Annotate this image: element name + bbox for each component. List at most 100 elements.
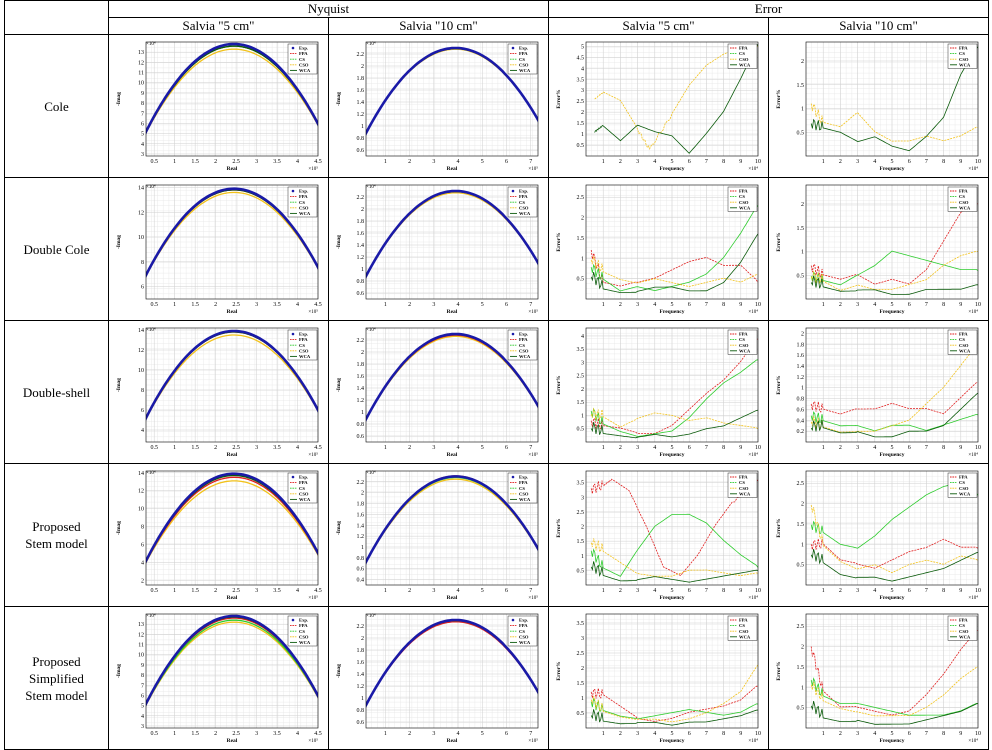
x-tick-label: 10 [755, 588, 761, 594]
x-tick-label: 3 [255, 302, 258, 308]
y-tick-label: 2.2 [356, 479, 364, 485]
y-axis-label: Error% [556, 232, 562, 251]
row-cole: Cole 0.5 1 1.5 2 2.5 3 3.5 4 4.5 3 4 5 6 7 8 9 10 11 12 13 R… [4, 34, 990, 178]
legend-label: WCA [299, 211, 311, 216]
series-cso [810, 343, 978, 433]
x-tick-label: 0.5 [150, 159, 158, 165]
y-tick-label: 2.5 [576, 99, 584, 105]
nyquist-plot: 0.5 1 1.5 2 2.5 3 3.5 4 4.5 3 4 5 6 7 8 9 10 11 12 13 Real -I… [116, 613, 322, 744]
y-tick-label: 14 [138, 185, 144, 191]
series-wca [590, 708, 758, 726]
plot-cell: 0.5 1 1.5 2 2.5 3 3.5 4 4.5 6 8 10 12 14 Real -Imag ×10⁵… [108, 177, 329, 321]
x-tick-label: 4.5 [314, 445, 322, 451]
plot-cell: 1 2 3 4 5 6 7 0.6 0.8 1 1.2 1.4 1.6 1.8 2 2.2 Real -Imag ×… [327, 320, 550, 464]
x-tick-label: 5 [890, 588, 893, 594]
series-cs [810, 676, 978, 716]
legend-label: WCA [519, 68, 531, 73]
y-tick-label: 0.8 [356, 555, 364, 561]
x-tick-label: 4 [296, 731, 299, 737]
x-tick-label: 6 [907, 445, 910, 451]
legend-label: CSO [519, 62, 529, 67]
legend-label: WCA [299, 354, 311, 359]
legend-label: WCA [959, 205, 971, 210]
y-tick-label: 0.5 [796, 705, 804, 711]
y-tick-label: 2 [801, 331, 804, 337]
x-tick-label: 9 [959, 445, 962, 451]
y-tick-label: 1.8 [796, 342, 804, 348]
x-tick-label: 4 [653, 445, 656, 451]
y-tick-label: 2 [801, 59, 804, 65]
y-axis-label: Error% [556, 89, 562, 108]
y-tick-label: 1.4 [796, 364, 804, 370]
y-tick-label: 1 [801, 385, 804, 391]
y-tick-label: 1.6 [796, 353, 804, 359]
y-tick-label: 4.5 [576, 55, 584, 61]
plot-area [590, 664, 758, 726]
x-tick-label: 4.5 [314, 588, 322, 594]
y-axis-label: -Imag [116, 663, 122, 677]
legend-label: FPA [299, 337, 308, 342]
x-tick-label: 8 [722, 159, 725, 165]
legend-label: CS [959, 480, 965, 485]
y-axis-label: Error% [556, 518, 562, 537]
legend-marker [511, 189, 514, 192]
y-axis-label: -Imag [336, 377, 342, 391]
y-tick-label: 2.5 [796, 624, 804, 630]
x-multiplier: ×10⁴ [748, 738, 758, 744]
x-tick-label: 7 [924, 731, 927, 737]
y-tick-label: 1.8 [356, 76, 364, 82]
row-label: Double Cole [4, 177, 109, 321]
x-tick-label: 1 [821, 445, 824, 451]
plot-cell: 1 2 3 4 5 6 7 8 9 10 0.5 1 1.5 2 Frequency Error% ×10⁴ FP… [768, 34, 990, 178]
y-tick-label: 0.8 [356, 708, 364, 714]
nyquist-plot: 0.5 1 1.5 2 2.5 3 3.5 4 4.5 4 6 8 10 12 14 Real -Imag ×10… [116, 327, 322, 458]
x-tick-label: 9 [959, 302, 962, 308]
plot-area [145, 471, 318, 564]
y-tick-label: 2.5 [576, 651, 584, 657]
x-tick-label: 3 [432, 445, 435, 451]
y-tick-label: 1.5 [576, 121, 584, 127]
x-tick-label: 2 [214, 731, 217, 737]
y-multiplier: ×10⁴ [146, 470, 156, 476]
series-cso [145, 479, 318, 564]
x-tick-label: 6 [687, 159, 690, 165]
y-tick-label: 1 [581, 553, 584, 559]
plot-area [145, 614, 318, 707]
y-tick-label: 2 [801, 501, 804, 507]
plot-frame [365, 184, 538, 299]
series-cs [590, 358, 758, 437]
legend-label: FPA [519, 337, 528, 342]
y-tick-label: 2.5 [576, 195, 584, 201]
legend-label: CS [519, 628, 525, 633]
y-axis-label: Error% [776, 518, 782, 537]
legend-marker [511, 475, 514, 478]
legend-label: CS [299, 342, 305, 347]
legend-label: FPA [959, 617, 968, 622]
plot-cell: 1 2 3 4 5 6 7 8 9 10 0.2 0.4 0.6 0.8 1 1.2 1.4 1.6 1.8 2 Fre… [768, 320, 990, 464]
plot-cell: 1 2 3 4 5 6 7 0.6 0.8 1 1.2 1.4 1.6 1.8 2 2.2 Real -Imag ×… [327, 177, 550, 321]
x-tick-label: 1 [383, 588, 386, 594]
x-axis-label: Real [446, 452, 457, 458]
x-tick-label: 6 [505, 159, 508, 165]
y-tick-label: 3.5 [576, 77, 584, 83]
y-axis-label: -Imag [116, 377, 122, 391]
legend-label: CSO [739, 342, 749, 347]
legend-label: WCA [959, 491, 971, 496]
row-label: Cole [4, 34, 109, 178]
plot-area [145, 42, 318, 135]
error-plot: 1 2 3 4 5 6 7 8 9 10 0.5 1 1.5 2 2.5 Frequency Error% ×10… [776, 470, 981, 601]
x-tick-label: 7 [529, 588, 532, 594]
error-plot: 1 2 3 4 5 6 7 8 9 10 0.5 1 1.5 2 2.5 Frequency Error% ×10… [556, 184, 761, 315]
y-axis-label: -Imag [336, 520, 342, 534]
y-tick-label: 0.8 [356, 279, 364, 285]
x-tick-label: 3 [856, 159, 859, 165]
plot-area [810, 202, 978, 295]
x-multiplier: ×10⁵ [308, 595, 318, 601]
x-tick-label: 6 [505, 302, 508, 308]
x-multiplier: ×10⁵ [308, 738, 318, 744]
y-tick-label: 2 [141, 578, 144, 584]
series-fpa [810, 202, 978, 285]
